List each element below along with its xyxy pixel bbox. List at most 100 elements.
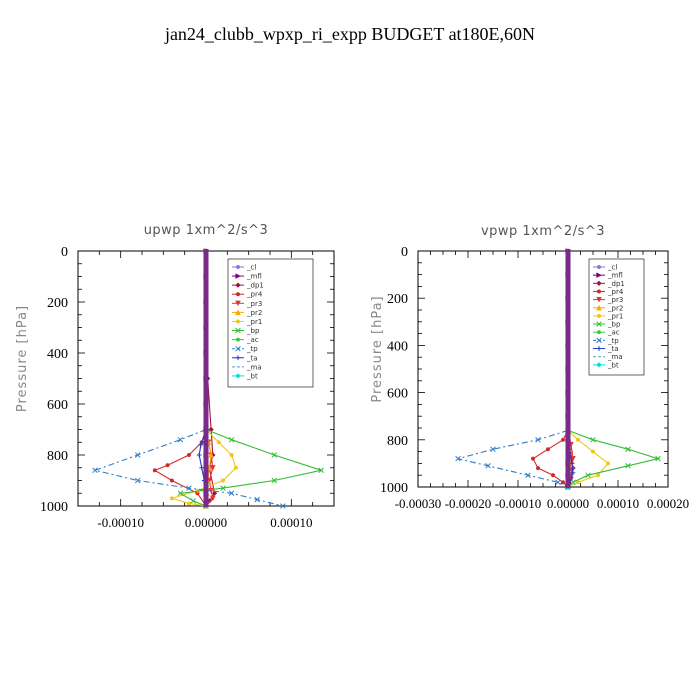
series-tp — [92, 426, 286, 509]
data-point — [565, 345, 571, 350]
data-point — [203, 267, 209, 272]
legend-marker — [596, 289, 602, 294]
data-point — [203, 481, 209, 486]
data-point — [565, 472, 571, 477]
data-point — [169, 496, 174, 501]
data-point — [590, 437, 596, 443]
series-line-tp — [93, 428, 283, 507]
data-point — [565, 299, 571, 304]
data-point — [203, 328, 209, 333]
data-point — [186, 485, 192, 491]
data-point — [565, 373, 571, 378]
legend-marker — [235, 337, 241, 342]
data-point — [565, 254, 571, 259]
data-point — [203, 294, 209, 299]
data-point — [565, 475, 571, 480]
data-point — [565, 359, 571, 364]
data-point — [203, 432, 209, 437]
data-point — [177, 436, 184, 443]
data-point — [565, 265, 571, 270]
y-tick-label: 1000 — [380, 481, 408, 496]
data-point — [585, 472, 591, 478]
legend-label: _pr4 — [246, 291, 263, 299]
data-point — [565, 288, 571, 293]
panel-upwp: upwp 1xm^2/s^3 Pressure [hPa] 0 200 400 600 80… — [15, 223, 335, 530]
data-point — [203, 340, 209, 345]
data-point — [203, 502, 209, 507]
y-tick-label: 800 — [387, 434, 408, 449]
data-point — [565, 305, 571, 310]
data-point — [565, 314, 571, 319]
data-point — [655, 455, 661, 462]
data-point — [565, 348, 571, 353]
legend-label: _pr2 — [246, 309, 262, 317]
data-point — [203, 426, 209, 431]
data-point — [565, 396, 571, 401]
plot-title: vpwp 1xm^2/s^3 — [481, 224, 605, 239]
data-point — [203, 359, 209, 364]
data-point — [565, 260, 571, 265]
legend-label: _ac — [246, 336, 259, 344]
data-point — [565, 339, 571, 344]
legend-marker — [235, 282, 241, 288]
data-point — [565, 401, 571, 406]
data-point — [203, 313, 209, 318]
data-point — [565, 410, 571, 415]
data-point — [152, 468, 157, 473]
data-point — [565, 478, 571, 483]
legend-marker — [235, 309, 241, 316]
data-point — [550, 473, 556, 478]
data-point — [203, 349, 209, 354]
legend-label: _bt — [607, 361, 619, 369]
data-point — [535, 466, 541, 471]
legend-marker — [596, 330, 602, 335]
data-point — [535, 437, 541, 443]
data-point — [186, 501, 191, 506]
legend-label: _pr1 — [607, 312, 623, 320]
data-point — [565, 387, 571, 392]
data-point — [203, 325, 209, 330]
data-point — [565, 404, 571, 409]
x-tick-label: 0.00010 — [270, 515, 312, 530]
legend-label: _bp — [607, 321, 621, 329]
data-point — [545, 447, 551, 452]
legend-marker — [596, 304, 602, 311]
data-point — [203, 386, 209, 391]
data-point — [570, 470, 576, 476]
data-point — [203, 408, 209, 413]
x-tick-label: 0.00010 — [597, 496, 639, 511]
legend: _cl_mfl_dp1_pr4_pr3_pr2_pr1_bp_ac_tp_ta_… — [588, 258, 645, 376]
data-point — [203, 343, 209, 348]
data-point — [565, 418, 571, 423]
data-point — [190, 498, 196, 504]
data-point — [560, 437, 566, 442]
y-axis-label: Pressure [hPa] — [15, 305, 30, 412]
data-point — [198, 442, 204, 448]
data-point — [203, 356, 209, 361]
data-point — [565, 285, 571, 290]
data-point — [565, 421, 571, 426]
data-point — [203, 255, 209, 260]
data-point — [203, 420, 209, 425]
legend-marker — [596, 346, 602, 351]
data-point — [203, 389, 209, 394]
data-point — [565, 333, 571, 338]
y-tick-label: 1000 — [40, 500, 68, 515]
data-point — [271, 452, 278, 458]
data-point — [565, 384, 571, 389]
data-point — [565, 458, 571, 463]
data-point — [203, 490, 209, 495]
data-point — [203, 457, 209, 462]
data-point — [229, 452, 234, 458]
data-point — [565, 433, 571, 438]
panel-vpwp: vpwp 1xm^2/s^3 Pressure [hPa] 0 200 400 600 80… — [370, 224, 689, 511]
data-point — [565, 447, 571, 452]
legend-label: _ac — [607, 329, 620, 337]
data-point — [203, 322, 209, 327]
data-point — [220, 485, 226, 491]
series-line-tp — [457, 429, 569, 488]
data-point — [203, 380, 209, 385]
data-point — [565, 331, 571, 336]
data-point — [203, 411, 209, 416]
